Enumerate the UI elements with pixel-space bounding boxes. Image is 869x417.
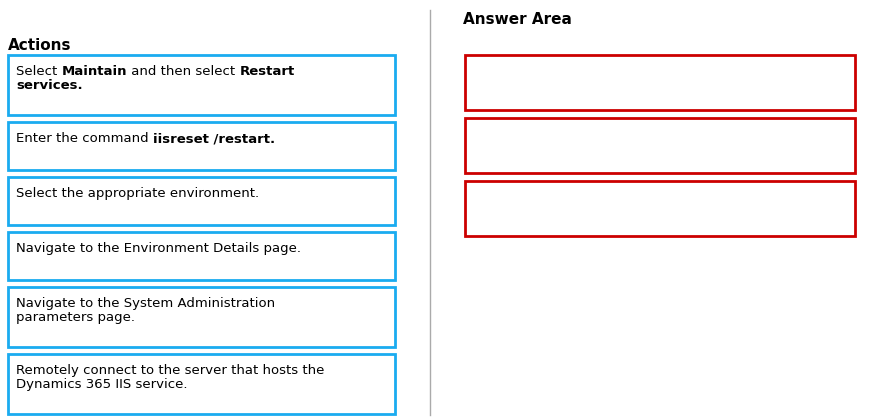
Text: Select the appropriate environment.: Select the appropriate environment. [16, 187, 259, 200]
FancyBboxPatch shape [464, 118, 854, 173]
Text: Actions: Actions [8, 38, 71, 53]
Text: Navigate to the System Administration: Navigate to the System Administration [16, 297, 275, 310]
Text: Select: Select [16, 65, 62, 78]
Text: Dynamics 365 IIS service.: Dynamics 365 IIS service. [16, 378, 188, 391]
FancyBboxPatch shape [8, 177, 395, 225]
FancyBboxPatch shape [8, 122, 395, 170]
Text: parameters page.: parameters page. [16, 311, 135, 324]
Text: Navigate to the Environment Details page.: Navigate to the Environment Details page… [16, 242, 301, 255]
Text: Enter the command: Enter the command [16, 132, 153, 145]
FancyBboxPatch shape [8, 55, 395, 115]
Text: iisreset /restart.: iisreset /restart. [153, 132, 275, 145]
Text: Maintain: Maintain [62, 65, 127, 78]
FancyBboxPatch shape [8, 232, 395, 280]
Text: services.: services. [16, 79, 83, 92]
FancyBboxPatch shape [8, 354, 395, 414]
Text: Restart: Restart [239, 65, 295, 78]
FancyBboxPatch shape [8, 287, 395, 347]
FancyBboxPatch shape [464, 181, 854, 236]
FancyBboxPatch shape [464, 55, 854, 110]
Text: Remotely connect to the server that hosts the: Remotely connect to the server that host… [16, 364, 324, 377]
Text: and then select: and then select [127, 65, 239, 78]
Text: Answer Area: Answer Area [462, 12, 571, 27]
